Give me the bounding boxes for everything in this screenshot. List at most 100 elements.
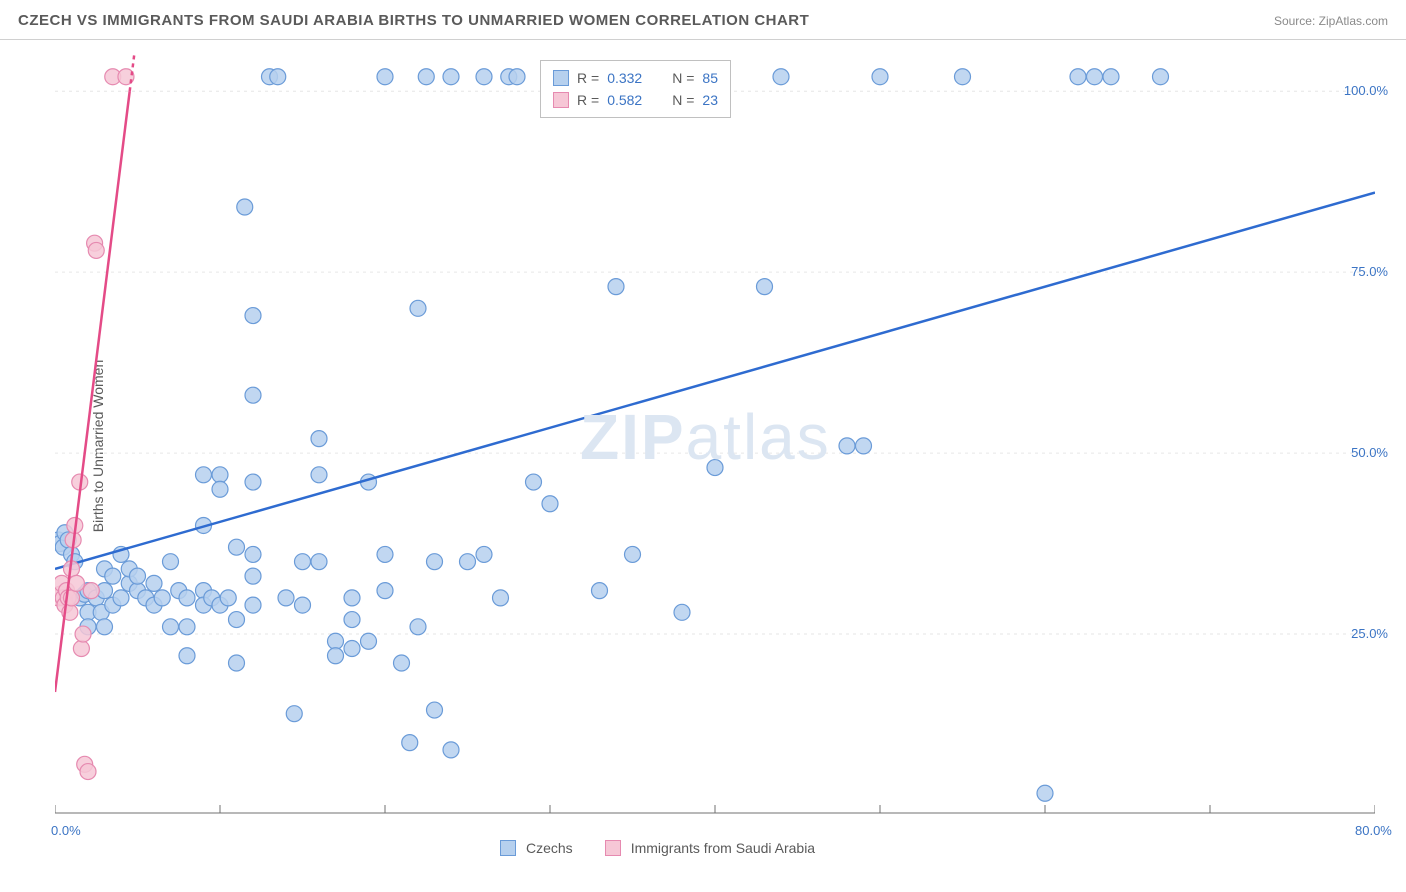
scatter-point — [476, 69, 492, 85]
y-tick-label: 100.0% — [1344, 83, 1388, 98]
scatter-point — [410, 300, 426, 316]
scatter-point — [377, 69, 393, 85]
n-label: N = — [672, 92, 694, 108]
legend-series-label: Czechs — [526, 840, 573, 856]
legend-swatch — [500, 840, 516, 856]
y-tick-label: 75.0% — [1351, 264, 1388, 279]
scatter-point — [509, 69, 525, 85]
scatter-point — [245, 474, 261, 490]
y-tick-label: 25.0% — [1351, 626, 1388, 641]
scatter-point — [328, 648, 344, 664]
scatter-point — [212, 467, 228, 483]
scatter-point — [344, 612, 360, 628]
scatter-point — [229, 539, 245, 555]
scatter-point — [344, 590, 360, 606]
scatter-point — [625, 546, 641, 562]
scatter-point — [707, 460, 723, 476]
scatter-point — [872, 69, 888, 85]
scatter-point — [1087, 69, 1103, 85]
scatter-point — [608, 279, 624, 295]
scatter-point — [278, 590, 294, 606]
scatter-point — [245, 546, 261, 562]
scatter-point — [427, 702, 443, 718]
scatter-point — [196, 467, 212, 483]
scatter-point — [856, 438, 872, 454]
scatter-point — [179, 590, 195, 606]
scatter-point — [839, 438, 855, 454]
scatter-point — [73, 641, 89, 657]
r-value: 0.332 — [607, 70, 642, 86]
n-value: 23 — [702, 92, 718, 108]
scatter-point — [377, 583, 393, 599]
scatter-point — [229, 612, 245, 628]
x-tick-label: 80.0% — [1355, 823, 1392, 838]
scatter-point — [377, 546, 393, 562]
scatter-point — [245, 387, 261, 403]
scatter-point — [163, 554, 179, 570]
correlation-legend-box: R = 0.332 N = 85 R = 0.582 N = 23 — [540, 60, 731, 118]
scatter-point — [394, 655, 410, 671]
scatter-point — [311, 431, 327, 447]
scatter-point — [493, 590, 509, 606]
scatter-point — [286, 706, 302, 722]
scatter-point — [410, 619, 426, 635]
legend-swatch — [605, 840, 621, 856]
source-label: Source: ZipAtlas.com — [1274, 14, 1388, 28]
scatter-point — [83, 583, 99, 599]
n-label: N = — [672, 70, 694, 86]
scatter-point — [97, 619, 113, 635]
scatter-point — [179, 648, 195, 664]
scatter-point — [229, 655, 245, 671]
scatter-point — [130, 568, 146, 584]
n-value: 85 — [702, 70, 718, 86]
scatter-point — [361, 633, 377, 649]
chart-title: CZECH VS IMMIGRANTS FROM SAUDI ARABIA BI… — [18, 12, 809, 29]
legend-swatch — [553, 92, 569, 108]
scatter-point — [80, 764, 96, 780]
scatter-point — [113, 590, 129, 606]
scatter-point — [311, 554, 327, 570]
scatter-point — [1153, 69, 1169, 85]
scatter-point — [245, 597, 261, 613]
scatter-point — [179, 619, 195, 635]
x-tick-label: 0.0% — [51, 823, 81, 838]
r-label: R = — [577, 92, 599, 108]
scatter-point — [105, 568, 121, 584]
scatter-point — [328, 633, 344, 649]
legend-series-label: Immigrants from Saudi Arabia — [631, 840, 815, 856]
legend-swatch — [553, 70, 569, 86]
scatter-point — [68, 575, 84, 591]
scatter-point — [1103, 69, 1119, 85]
scatter-point — [443, 69, 459, 85]
scatter-point — [212, 481, 228, 497]
scatter-point — [402, 735, 418, 751]
scatter-point — [542, 496, 558, 512]
scatter-point — [460, 554, 476, 570]
scatter-point — [955, 69, 971, 85]
scatter-point — [154, 590, 170, 606]
scatter-point — [427, 554, 443, 570]
legend-stat-row: R = 0.332 N = 85 — [553, 67, 718, 89]
r-value: 0.582 — [607, 92, 642, 108]
trend-line — [55, 193, 1375, 569]
plot-area — [55, 55, 1375, 815]
scatter-point — [592, 583, 608, 599]
scatter-point — [295, 554, 311, 570]
scatter-point — [295, 597, 311, 613]
scatter-point — [674, 604, 690, 620]
scatter-point — [163, 619, 179, 635]
scatter-point — [344, 641, 360, 657]
scatter-point — [418, 69, 434, 85]
scatter-point — [443, 742, 459, 758]
scatter-plot-svg — [55, 55, 1375, 815]
scatter-point — [146, 575, 162, 591]
scatter-point — [1070, 69, 1086, 85]
scatter-point — [220, 590, 236, 606]
scatter-point — [88, 242, 104, 258]
r-label: R = — [577, 70, 599, 86]
scatter-point — [773, 69, 789, 85]
series-legend: Czechs Immigrants from Saudi Arabia — [500, 840, 837, 856]
scatter-point — [757, 279, 773, 295]
title-bar: CZECH VS IMMIGRANTS FROM SAUDI ARABIA BI… — [0, 0, 1406, 40]
scatter-point — [526, 474, 542, 490]
